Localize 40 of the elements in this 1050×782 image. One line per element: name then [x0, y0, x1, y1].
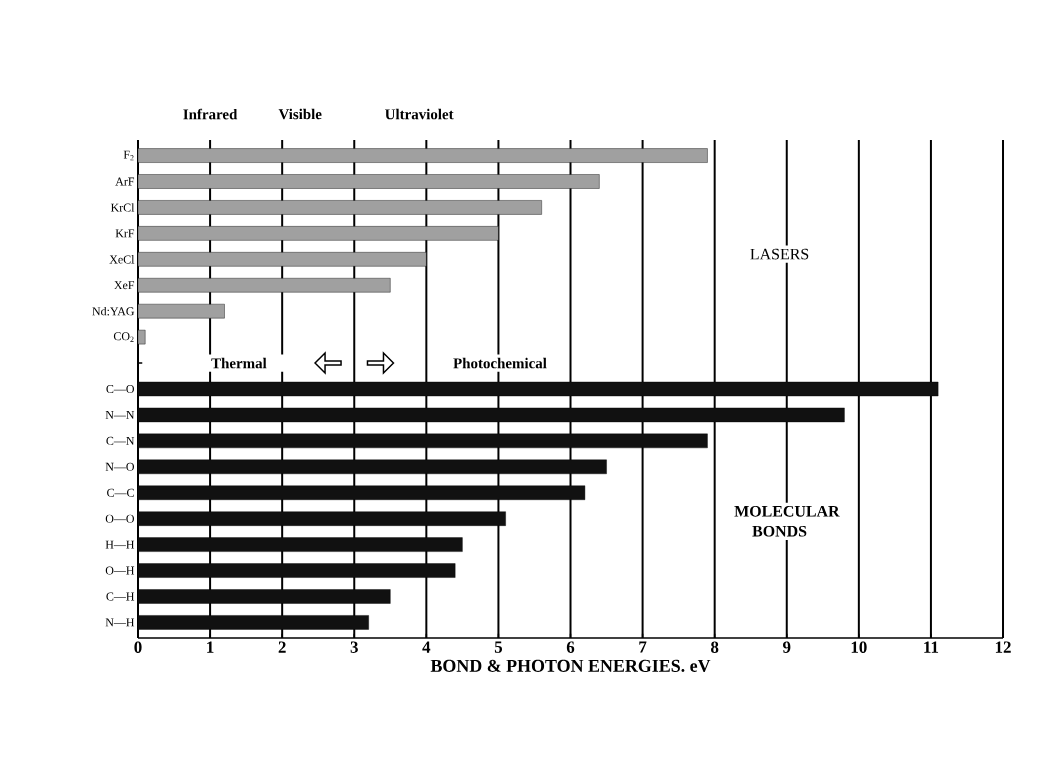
x-axis-title: BOND & PHOTON ENERGIES. eV: [430, 659, 711, 672]
y-tick-label: C—C: [107, 488, 134, 497]
x-tick-label: 11: [924, 641, 939, 653]
x-tick-label: 12: [995, 641, 1011, 653]
x-tick-label: 4: [422, 641, 431, 653]
annotation: MOLECULAR BONDS: [734, 505, 840, 537]
x-tick-label: 5: [494, 641, 503, 653]
y-tick-label: F$_{2}$: [123, 150, 134, 161]
text: Infrared: [183, 108, 238, 120]
bar: [137, 329, 146, 345]
y-tick-label: N—N: [105, 411, 135, 419]
x-tick-label: 6: [566, 641, 575, 653]
annotation: Thermal: [211, 357, 267, 369]
y-tick-label: N—O: [105, 462, 134, 471]
x-tick-label: 10: [851, 641, 867, 653]
x-tick-label: 1: [207, 641, 214, 653]
x-tick-label: 9: [783, 641, 791, 653]
y-tick-label: KrCl: [110, 203, 135, 212]
y-tick-label: XeCl: [109, 255, 135, 264]
y-tick-label: KrF: [115, 229, 135, 238]
y-tick-label: O—H: [105, 566, 135, 575]
y-tick-label: N—H: [105, 618, 135, 627]
x-tick-label: 8: [711, 641, 719, 653]
x-tick-label: 7: [639, 641, 647, 653]
y-tick-label: H—H: [105, 540, 135, 549]
y-tick-label: C—O: [106, 384, 134, 393]
y-tick-label: CO$_{2}$: [113, 332, 134, 342]
y-tick-label: Nd:YAG: [92, 306, 135, 316]
x-tick-label: 2: [278, 641, 286, 653]
y-tick-label: ArF: [115, 177, 135, 186]
y-tick-label: C—N: [106, 436, 135, 445]
annotation: LASERS: [750, 248, 809, 260]
text: Ultraviolet: [385, 108, 454, 120]
x-tick-label: 0: [134, 641, 142, 653]
text: Visible: [278, 108, 322, 120]
x-tick-label: 3: [350, 641, 358, 653]
annotation: Photochemical: [453, 357, 547, 369]
y-tick-label: C—H: [106, 592, 135, 601]
y-tick-label: O—O: [105, 514, 134, 523]
y-tick-label: XeF: [114, 281, 135, 290]
